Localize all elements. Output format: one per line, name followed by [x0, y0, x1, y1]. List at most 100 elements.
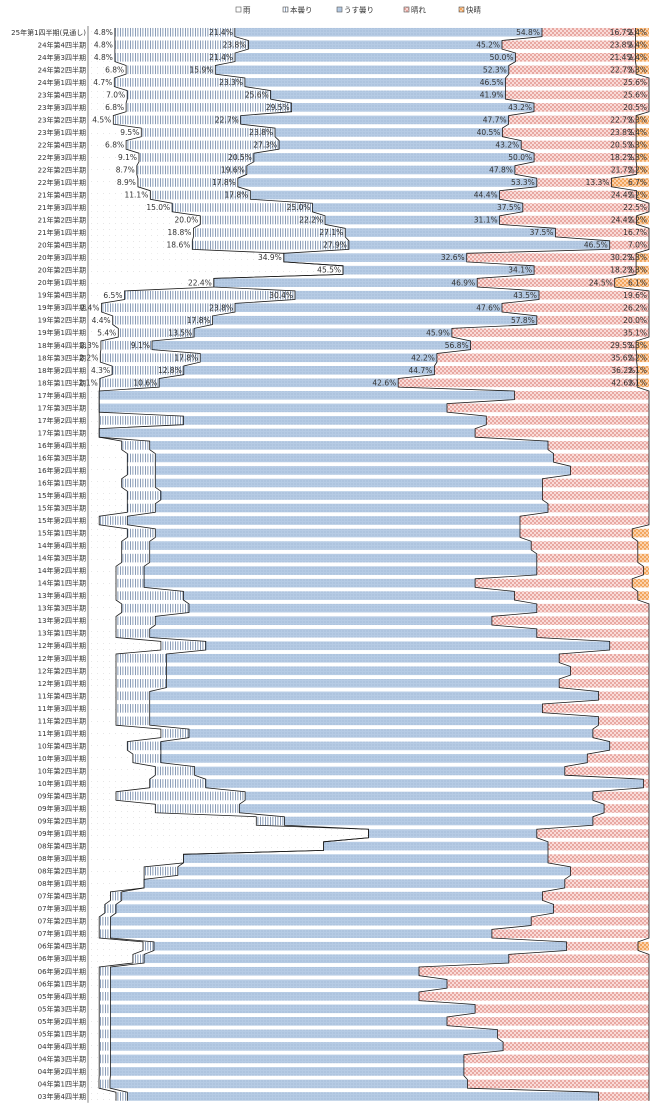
- category-label: 12年第4四半期: [38, 641, 86, 650]
- bar-segment: [240, 115, 509, 125]
- bar-segment: [470, 340, 637, 350]
- bar-segment: [112, 366, 184, 375]
- bar-segment: [463, 1067, 649, 1076]
- data-label: 22.7%: [610, 116, 634, 125]
- category-label: 17年第2四半期: [38, 416, 86, 425]
- category-label: 06年第3四半期: [38, 954, 86, 963]
- bar-segment: [312, 203, 523, 212]
- bar-segment: [614, 278, 649, 287]
- legend: 雨 本曇り うす曇り 晴れ 快晴: [235, 5, 481, 15]
- bar-segment: [132, 754, 161, 763]
- bar-segment: [88, 27, 115, 37]
- data-label: 17.8%: [224, 191, 248, 200]
- bar-segment: [643, 566, 649, 575]
- category-label: 19年第3四半期: [38, 303, 86, 312]
- bar-segment: [505, 78, 649, 87]
- bar-segment: [598, 691, 649, 701]
- bar-segment: [88, 929, 100, 938]
- data-label: 9.5%: [120, 128, 139, 137]
- bar-segment: [250, 190, 500, 200]
- bar-segment: [88, 954, 133, 964]
- bar-segment: [88, 278, 214, 287]
- bar-segment: [637, 591, 649, 600]
- bar-segment: [155, 503, 549, 513]
- category-label: 22年第1四半期: [38, 178, 86, 187]
- bar-segment: [398, 378, 638, 388]
- category-label: 24年第3四半期: [38, 53, 86, 62]
- bar-segment: [88, 528, 128, 538]
- data-label: 47.8%: [489, 166, 513, 175]
- bar-segment: [141, 128, 275, 137]
- category-label: 10年第3四半期: [38, 754, 86, 763]
- bar-segment: [121, 441, 150, 450]
- data-label: 27.1%: [319, 228, 343, 237]
- category-label: 15年第4四半期: [38, 491, 86, 500]
- bar-segment: [88, 628, 117, 638]
- bar-segment: [88, 328, 119, 338]
- bars: [88, 27, 649, 1101]
- bar-segment: [160, 729, 189, 738]
- legend-swatch-0: [235, 6, 242, 13]
- data-label: 13.5%: [168, 328, 192, 337]
- bar-segment: [324, 215, 500, 225]
- data-label: 24.4%: [611, 191, 635, 200]
- data-label: 37.5%: [530, 228, 554, 237]
- data-label: 46.5%: [584, 241, 608, 250]
- bar-segment: [542, 891, 649, 901]
- category-label: 24年第2四半期: [38, 65, 86, 74]
- category-label: 18年第3四半期: [38, 353, 86, 362]
- bar-segment: [132, 954, 145, 964]
- data-label: 29.5%: [266, 103, 290, 112]
- category-label: 07年第4四半期: [38, 892, 86, 901]
- bar-segment: [256, 816, 285, 826]
- bar-segment: [100, 340, 152, 350]
- bar-segment: [587, 754, 649, 763]
- bar-segment: [637, 378, 649, 388]
- bar-segment: [139, 153, 254, 162]
- bar-segment: [110, 979, 448, 989]
- data-label: 22.2%: [299, 216, 323, 225]
- bar-segment: [566, 941, 638, 951]
- bar-segment: [99, 391, 515, 400]
- data-label: 22.7%: [610, 65, 634, 74]
- bar-segment: [88, 115, 114, 125]
- data-label: 46.9%: [451, 278, 475, 287]
- data-label: 20.0%: [174, 216, 198, 225]
- legend-label-0: 雨: [243, 6, 251, 15]
- bar-segment: [88, 315, 113, 325]
- bar-segment: [116, 591, 184, 600]
- category-label: 06年第4四半期: [38, 942, 86, 951]
- data-label: 6.8%: [105, 103, 124, 112]
- data-label: 16.7%: [623, 228, 647, 237]
- bar-segment: [553, 904, 649, 913]
- data-label: 5.4%: [97, 328, 116, 337]
- category-label: 07年第2四半期: [38, 917, 86, 926]
- category-label: 04年第2四半期: [38, 1067, 86, 1076]
- bar-segment: [88, 366, 113, 375]
- bar-segment: [491, 616, 649, 625]
- bar-segment: [348, 240, 610, 250]
- bar-segment: [536, 178, 612, 187]
- data-label: 2.3%: [628, 341, 647, 350]
- data-label: 6.8%: [105, 65, 124, 74]
- data-label: 31.1%: [474, 216, 498, 225]
- data-label: 23.8%: [209, 303, 233, 312]
- bar-segment: [160, 491, 543, 500]
- bar-segment: [212, 315, 537, 325]
- bar-segment: [160, 754, 588, 763]
- bar-segment: [116, 628, 150, 638]
- bar-segment: [466, 253, 637, 262]
- category-label: 14年第4四半期: [38, 541, 86, 550]
- bar-segment: [101, 303, 235, 312]
- category-label: 13年第3四半期: [38, 604, 86, 613]
- bar-segment: [515, 53, 636, 62]
- bar-segment: [88, 353, 101, 363]
- bar-segment: [155, 478, 543, 488]
- data-label: 45.5%: [317, 266, 341, 275]
- data-label: 37.5%: [497, 203, 521, 212]
- data-label: 15.9%: [190, 65, 214, 74]
- bar-segment: [609, 240, 649, 250]
- bar-segment: [110, 1067, 464, 1076]
- bar-segment: [88, 290, 125, 300]
- category-label: 19年第2四半期: [38, 316, 86, 325]
